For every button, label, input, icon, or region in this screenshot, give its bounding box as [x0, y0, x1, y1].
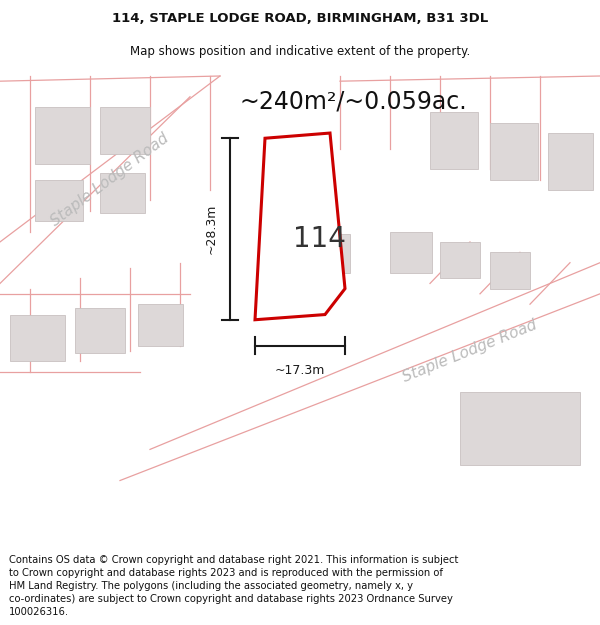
Bar — [10, 314, 65, 361]
Text: Staple Lodge Road: Staple Lodge Road — [401, 317, 539, 385]
Bar — [138, 304, 183, 346]
Bar — [490, 253, 530, 289]
Text: Staple Lodge Road: Staple Lodge Road — [48, 131, 172, 229]
Text: Contains OS data © Crown copyright and database right 2021. This information is : Contains OS data © Crown copyright and d… — [9, 554, 458, 618]
Polygon shape — [255, 133, 345, 320]
Bar — [440, 242, 480, 278]
Bar — [100, 107, 150, 154]
Text: ~240m²/~0.059ac.: ~240m²/~0.059ac. — [240, 90, 467, 114]
Bar — [390, 232, 432, 273]
Text: 114, STAPLE LODGE ROAD, BIRMINGHAM, B31 3DL: 114, STAPLE LODGE ROAD, BIRMINGHAM, B31 … — [112, 12, 488, 25]
Bar — [310, 234, 350, 273]
Bar — [100, 174, 145, 213]
Bar — [35, 180, 83, 221]
Text: ~28.3m: ~28.3m — [205, 204, 218, 254]
Bar — [460, 392, 580, 465]
Bar — [278, 185, 330, 258]
Bar — [490, 122, 538, 180]
Bar — [75, 308, 125, 353]
Bar — [548, 133, 593, 190]
Bar — [430, 112, 478, 169]
Text: ~17.3m: ~17.3m — [275, 364, 325, 378]
Bar — [35, 107, 90, 164]
Text: 114: 114 — [293, 225, 346, 253]
Text: Map shows position and indicative extent of the property.: Map shows position and indicative extent… — [130, 45, 470, 58]
